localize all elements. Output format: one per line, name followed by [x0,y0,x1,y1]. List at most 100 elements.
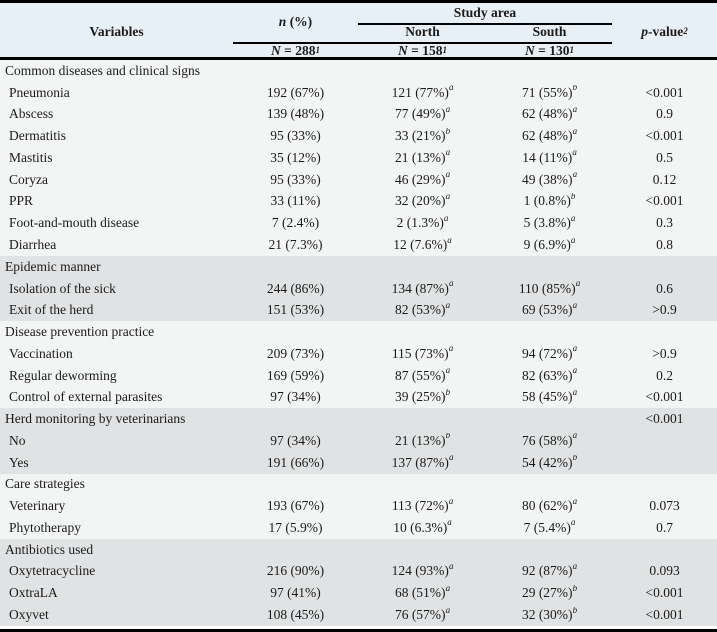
pvalue-cell: <0.001 [645,128,684,144]
row-label-cell: Mastitis [9,149,53,165]
overall-cell: 97 (34%) [270,389,321,405]
north-cell: 21 (13%)a [358,150,487,166]
south-cell: 14 (11%)a [487,150,612,166]
table-row: No 97 (34%) 21 (13%)b 76 (58%)a [0,430,717,452]
significance-mark: a [572,367,578,376]
section-header-row: Herd monitoring by veterinarians <0.001 [0,408,717,430]
north-cell: 68 (51%)a [358,585,487,601]
table-row: Diarrhea 21 (7.3%) 12 (7.6%)a 9 (6.9%)a 0.8 [0,234,717,256]
overall-cell: 95 (33%) [270,171,321,187]
section-header-row: Antibiotics used [0,539,717,561]
south-cell: 32 (30%)b [487,607,612,623]
south-cell: 94 (72%)a [487,346,612,362]
section-label: Epidemic manner [5,258,101,274]
significance-mark: a [445,171,451,180]
south-cell: 92 (87%)a [487,563,612,579]
overall-cell: 17 (5.9%) [268,519,323,535]
table-header: Variables n (%) Study area North South p… [0,3,717,60]
col-header-south: South [532,23,567,39]
row-label-cell: Oxyvet [9,607,49,623]
south-cell: 58 (45%)a [487,389,612,405]
n-overall-rest: (%) [286,14,313,29]
table-row: OxtraLA 97 (41%) 68 (51%)a 29 (27%)b <0.001 [0,582,717,604]
overall-cell: 35 (12%) [270,149,321,165]
table-row: Dermatitis 95 (33%) 33 (21%)b 62 (48%)a <0.0… [0,125,717,147]
north-cell: 87 (55%)a [358,368,487,384]
significance-mark: b [445,432,451,441]
row-label-cell: Regular deworming [9,367,117,383]
n-north-italic: N [398,42,408,58]
table-section: Disease prevention practice Vaccination 20… [0,321,717,409]
row-label-cell: Foot-and-mouth disease [9,215,140,231]
overall-cell: 139 (48%) [266,106,325,122]
north-cell: 12 (7.6%)a [358,237,487,253]
pvalue-cell: 0.7 [656,519,673,535]
significance-mark: a [447,519,452,528]
table-row: Foot-and-mouth disease 7 (2.4%) 2 (1.3%)a 5… [0,212,717,234]
row-label-cell: Coryza [9,171,48,187]
north-cell: 2 (1.3%)a [358,215,487,231]
significance-mark: a [572,563,578,571]
overall-cell: 244 (86%) [266,280,325,296]
section-header-row: Disease prevention practice [0,321,717,343]
north-cell: 124 (93%)a [358,563,487,579]
table-section: Epidemic manner Isolation of the sick 244 … [0,255,717,322]
section-label: Common diseases and clinical signs [5,62,200,78]
significance-mark: a [570,237,576,245]
pvalue-cell: 0.073 [649,498,680,514]
significance-mark: b [572,454,578,463]
table-body: Common diseases and clinical signs Pneumo… [0,60,717,626]
overall-cell: 7 (2.4%) [271,215,320,231]
significance-mark: a [572,106,578,114]
study-area-underline [358,23,612,25]
subheader-n-north: N = 158 1 [398,42,447,58]
north-cell: 33 (21%)b [358,128,487,144]
north-cell: 76 (57%)a [358,607,487,623]
section-label: Disease prevention practice [5,324,155,340]
table-row: Phytotherapy 17 (5.9%) 10 (6.3%)a 7 (5.4%)a… [0,517,717,539]
significance-mark: a [570,215,576,223]
table-section: Care strategies Veterinary 193 (67%) 113 (7… [0,473,717,539]
table-row: Oxyvet 108 (45%) 76 (57%)a 32 (30%)b <0.001 [0,604,717,626]
north-cell: 134 (87%)a [358,281,487,297]
n-north-value: = 158 [407,42,443,58]
overall-cell: 97 (34%) [270,432,321,448]
significance-mark: a [448,345,454,354]
overall-cell: 97 (41%) [270,585,321,601]
significance-mark: a [445,302,451,310]
significance-mark: a [572,149,577,158]
section-header-row: Epidemic manner [0,256,717,278]
row-label-cell: Yes [9,454,29,470]
col-header-pvalue: p -value 2 [641,23,688,39]
counts-overline [233,42,612,44]
n-overall-italic: n [278,14,287,29]
row-label-cell: Dermatitis [9,128,66,144]
col-header-study-area: Study area [453,4,517,20]
south-cell: 29 (27%)b [487,585,612,601]
section-header-row: Care strategies [0,474,717,496]
north-cell: 46 (29%)a [358,172,487,188]
row-label-cell: OxtraLA [9,585,58,601]
pvalue-cell: 0.5 [656,149,673,165]
row-label-cell: Exit of the herd [9,302,94,318]
south-cell: 5 (3.8%)a [487,215,612,231]
row-label-cell: Phytotherapy [9,519,81,535]
south-cell: 82 (63%)a [487,368,612,384]
south-cell: 54 (42%)b [487,455,612,471]
south-cell: 7 (5.4%)a [487,520,612,536]
significance-mark: a [572,302,578,310]
row-label-cell: Oxytetracycline [9,563,96,579]
significance-mark: a [445,106,451,114]
north-cell: 115 (73%)a [358,346,487,362]
significance-mark: a [445,607,451,615]
row-label-cell: Pneumonia [9,84,70,100]
significance-mark: a [572,171,578,180]
significance-mark: a [448,563,454,571]
row-label-cell: Vaccination [9,345,73,361]
significance-mark: a [572,128,578,136]
significance-mark: b [445,128,451,136]
table-row: PPR 33 (11%) 32 (20%)a 1 (0.8%)b <0.001 [0,191,717,213]
pvalue-cell: <0.001 [645,607,684,623]
overall-cell: 169 (59%) [266,367,325,383]
